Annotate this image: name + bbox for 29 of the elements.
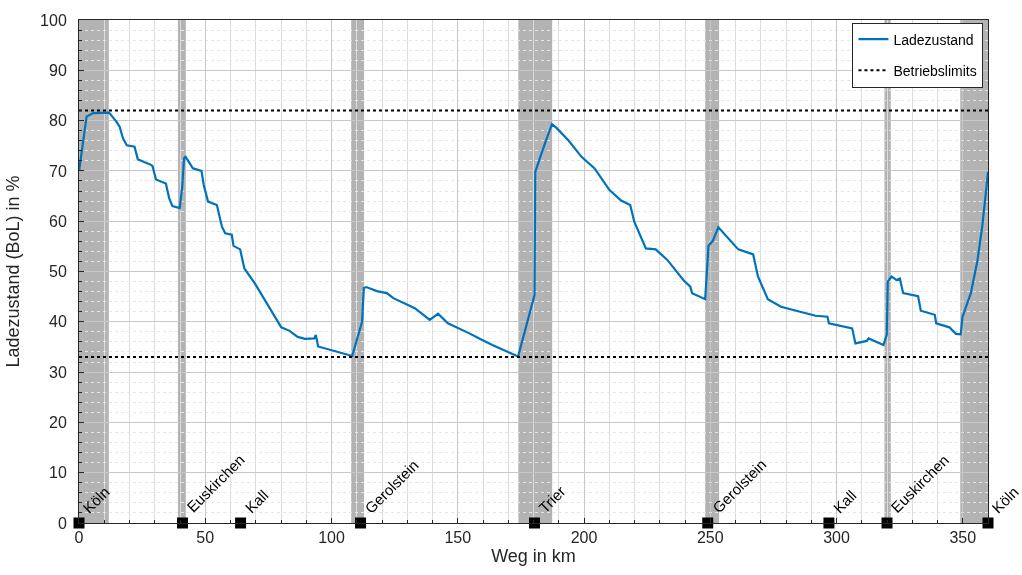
- x-tick-label: 150: [444, 529, 472, 547]
- y-tick-label: 60: [49, 212, 67, 230]
- y-tick-label: 90: [49, 61, 67, 79]
- x-tick-label: 250: [696, 529, 724, 547]
- x-tick-label: 350: [949, 529, 977, 547]
- annotation: Köln: [79, 483, 113, 517]
- x-axis-title: Weg in km: [491, 546, 576, 567]
- legend-label: Ladezustand: [893, 31, 974, 48]
- y-tick-label: 20: [49, 414, 67, 431]
- y-axis-title: Ladezustand (BoL) in %: [3, 175, 24, 368]
- y-tick-label: 10: [49, 464, 67, 482]
- y-tick-label: 100: [40, 11, 67, 29]
- annotation: Trier: [535, 482, 569, 517]
- y-tick-label: 40: [49, 313, 67, 331]
- line-series: [79, 111, 988, 358]
- y-tick-label: 0: [57, 514, 67, 532]
- y-tick-label: 50: [49, 263, 67, 281]
- x-tick-label: 200: [570, 529, 598, 547]
- y-tick-label: 70: [49, 162, 67, 180]
- legend-label: Betriebslimits: [893, 62, 977, 79]
- annotation: Kall: [829, 486, 860, 517]
- y-tick-label: 30: [49, 363, 67, 381]
- x-tick-label: 50: [196, 529, 215, 547]
- x-tick-label: 0: [74, 529, 84, 547]
- y-tick-label: 80: [49, 112, 67, 130]
- x-tick-label: 300: [823, 529, 850, 547]
- x-tick-label: 100: [318, 529, 345, 547]
- annotation: Köln: [988, 483, 1022, 517]
- annotation: Kall: [241, 486, 272, 517]
